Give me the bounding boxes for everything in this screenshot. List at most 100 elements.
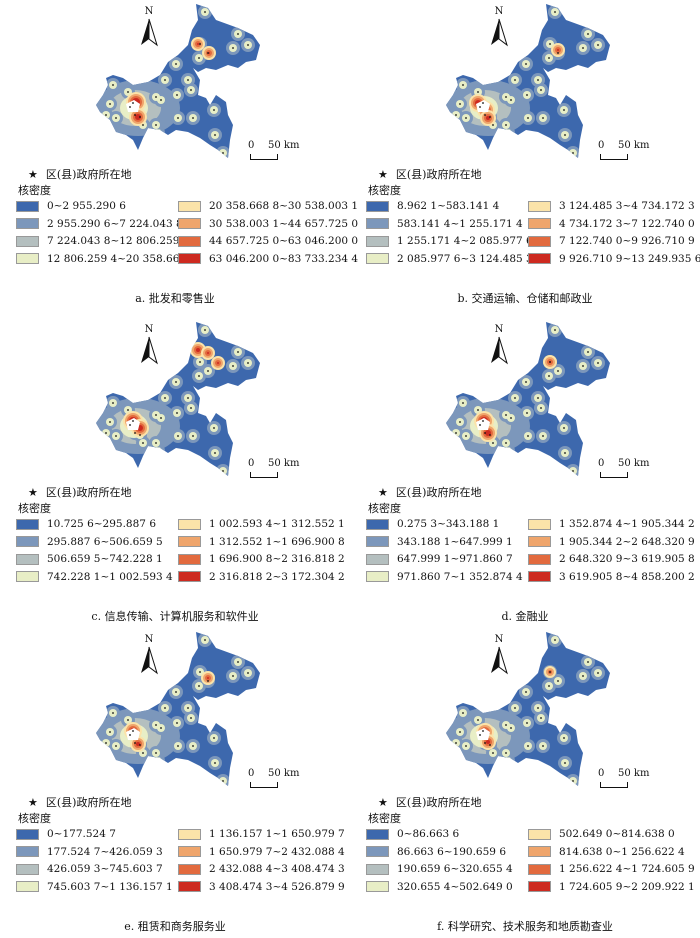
- legend-item: 0~86.663 6: [366, 828, 459, 840]
- region-outline: [446, 4, 610, 158]
- county-seat-marker: [115, 745, 117, 747]
- urban-core: [476, 418, 490, 430]
- county-seat-marker: [105, 742, 107, 744]
- legend-title: 核密度: [18, 812, 51, 825]
- legend-range-label: 295.887 6~506.659 5: [47, 535, 163, 548]
- county-seat-marker: [192, 117, 194, 119]
- county-seat-marker: [112, 712, 114, 714]
- county-seat-marker: [564, 762, 566, 764]
- legend-swatch: [16, 253, 39, 264]
- county-seat-marker: [582, 675, 584, 677]
- star-icon: ★: [28, 796, 38, 809]
- county-seat-marker: [484, 114, 486, 116]
- density-halo: [154, 757, 162, 765]
- legend-item: 2 085.977 6~3 124.485 3: [366, 253, 533, 265]
- county-seat-marker: [537, 79, 539, 81]
- density-halo: [504, 757, 512, 765]
- legend-swatch: [528, 863, 551, 875]
- county-seat-marker: [510, 417, 512, 419]
- county-seat-marker: [542, 117, 544, 119]
- county-seat-marker: [157, 450, 159, 452]
- density-hotspot: [557, 49, 559, 51]
- scale-line: [250, 472, 278, 478]
- scale-label-50: 50 km: [268, 140, 300, 151]
- county-seat-marker: [482, 730, 484, 732]
- county-seat-marker: [492, 442, 494, 444]
- county-seat-marker: [540, 89, 542, 91]
- north-label: N: [144, 6, 154, 17]
- county-seat-marker: [177, 435, 179, 437]
- legend-title: 核密度: [18, 184, 51, 197]
- urban-core: [476, 100, 490, 112]
- legend-county-seat: ★ 区(县)政府所在地: [378, 166, 481, 182]
- county-seat-marker: [132, 730, 134, 732]
- county-seat-marker: [557, 52, 559, 54]
- county-seat-marker: [505, 414, 507, 416]
- urban-core: [126, 100, 140, 112]
- north-label: N: [494, 324, 504, 335]
- legend-item: 0.275 3~343.188 1: [366, 518, 499, 530]
- county-seat-marker: [112, 84, 114, 86]
- panel-caption: f. 科学研究、技术服务和地质勘查业: [437, 920, 613, 933]
- county-seat-marker: [540, 717, 542, 719]
- county-seat-marker: [482, 102, 484, 104]
- legend-swatch: [366, 553, 389, 565]
- legend-item: 12 806.259 4~20 358.668 8: [16, 253, 196, 265]
- legend-item: 1 696.900 8~2 316.818 2: [178, 553, 345, 565]
- county-seat-marker: [177, 117, 179, 119]
- county-seat-marker: [459, 421, 461, 423]
- north-arrow-icon: [491, 646, 508, 675]
- legend-range-label: 3 124.485 3~4 734.172 3: [559, 200, 695, 212]
- county-seat-marker: [557, 680, 559, 682]
- legend-item: 0~2 955.290 6: [16, 200, 126, 212]
- county-seat-marker: [525, 63, 527, 65]
- county-seat-marker: [542, 435, 544, 437]
- legend-swatch: [528, 828, 551, 840]
- legend-title: 核密度: [368, 812, 401, 825]
- legend-item: 814.638 0~1 256.622 4: [528, 846, 685, 858]
- urban-core: [476, 728, 490, 740]
- legend-range-label: 0~2 955.290 6: [47, 200, 126, 212]
- legend-range-label: 1 312.552 1~1 696.900 8: [209, 535, 345, 548]
- county-seat-marker: [572, 470, 574, 472]
- county-seat-marker: [484, 432, 486, 434]
- county-seat-marker: [214, 762, 216, 764]
- density-hotspot: [217, 362, 219, 364]
- legend-item: 1 724.605 9~2 209.922 1: [528, 881, 695, 893]
- kernel-density-map: [446, 322, 610, 476]
- county-seat-marker: [207, 370, 209, 372]
- legend-item: 2 955.290 6~7 224.043 8: [16, 218, 183, 230]
- county-seat-marker: [139, 116, 141, 118]
- legend-swatch: [16, 828, 39, 840]
- legend-title: 核密度: [18, 502, 51, 515]
- county-seat-marker: [527, 117, 529, 119]
- legend-item: 1 312.552 1~1 696.900 8: [178, 536, 345, 548]
- legend-item: 190.659 6~320.655 4: [366, 863, 513, 875]
- county-seat-marker: [199, 43, 201, 45]
- county-seat-marker: [132, 102, 134, 104]
- county-seat-marker: [505, 96, 507, 98]
- legend-swatch: [366, 253, 389, 264]
- density-hotspot: [207, 677, 209, 679]
- legend-range-label: 1 696.900 8~2 316.818 2: [209, 553, 345, 565]
- county-seat-marker: [489, 434, 491, 436]
- legend-swatch: [528, 536, 551, 547]
- legend-county-seat: ★ 区(县)政府所在地: [378, 484, 481, 500]
- legend-swatch: [178, 828, 201, 840]
- legend-range-label: 1 255.171 4~2 085.977 6: [397, 235, 533, 247]
- county-seat-marker: [164, 79, 166, 81]
- county-seat-marker: [155, 442, 157, 444]
- north-label: N: [494, 6, 504, 17]
- county-seat-marker: [479, 734, 481, 736]
- legend-range-label: 7 122.740 0~9 926.710 9: [559, 235, 695, 247]
- legend-item: 583.141 4~1 255.171 4: [366, 218, 523, 230]
- county-seat-marker: [155, 752, 157, 754]
- county-seat-marker: [526, 722, 528, 724]
- county-seat-marker: [572, 152, 574, 154]
- legend-item: 9 926.710 9~13 249.935 6: [528, 253, 700, 265]
- legend-item: 502.649 0~814.638 0: [528, 828, 675, 840]
- county-seat-marker: [563, 427, 565, 429]
- legend-item: 2 648.320 9~3 619.905 8: [528, 553, 695, 565]
- county-seat-marker: [505, 752, 507, 754]
- county-seat-marker: [204, 639, 206, 641]
